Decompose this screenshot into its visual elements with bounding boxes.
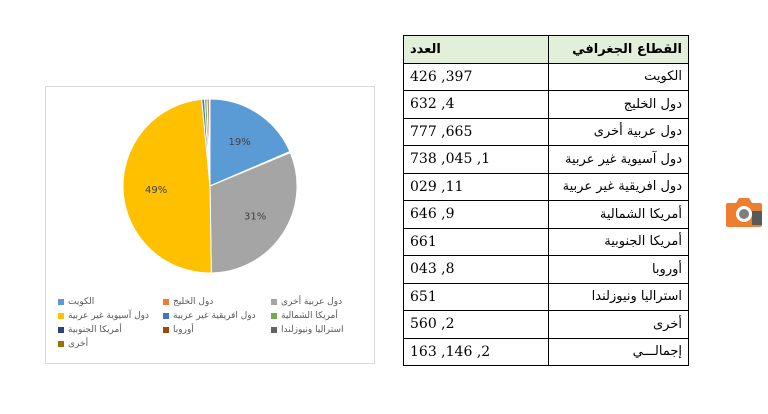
- pie-data-label: 31%: [244, 212, 266, 223]
- region-cell: دول الخليج: [548, 90, 689, 119]
- table-row: الكويت 397, 426: [403, 62, 689, 91]
- region-cell: استراليا ونيوزلندا: [548, 282, 689, 311]
- legend-label: أمريكا الشمالية: [281, 311, 338, 321]
- legend-item-north-america: أمريكا الشمالية: [271, 311, 338, 321]
- header-count: العدد: [403, 35, 549, 64]
- legend-swatch: [271, 313, 277, 319]
- table-total-row: إجمالـــي 2, 146, 163: [403, 337, 689, 366]
- region-cell: إجمالـــي: [548, 337, 689, 366]
- legend-label: أخرى: [68, 339, 89, 349]
- chart-legend: الكويت دول الخليج دول عربية أخرى دول آسي…: [58, 295, 368, 351]
- region-cell: أوروبا: [548, 255, 689, 284]
- legend-row: دول آسيوية غير عربية دول افريقية غير عرب…: [58, 309, 368, 323]
- legend-label: دول عربية أخرى: [281, 297, 343, 307]
- region-cell: أمريكا الشمالية: [548, 200, 689, 229]
- count-cell: 661: [403, 227, 549, 256]
- region-cell: دول افريقية غير عربية: [548, 172, 689, 201]
- table-row: أمريكا الجنوبية 661: [403, 227, 689, 256]
- pie-slice: [209, 98, 291, 187]
- table-row: دول عربية أخرى 665, 777: [403, 117, 689, 146]
- legend-item-australia: استراليا ونيوزلندا: [271, 325, 344, 335]
- legend-label: دول آسيوية غير عربية: [68, 311, 149, 321]
- legend-label: أمريكا الجنوبية: [68, 325, 122, 335]
- count-cell: 397, 426: [403, 62, 549, 91]
- region-cell: الكويت: [548, 62, 689, 91]
- legend-swatch: [163, 327, 169, 333]
- pie-chart: 19% 31% 49% الكويت دول الخليج دول عربية أخ…: [45, 86, 375, 364]
- count-cell: 651: [403, 282, 549, 311]
- table-row: دول آسيوية غير عربية 1, 045, 738: [403, 145, 689, 174]
- pie-slice: [208, 98, 211, 187]
- legend-label: دول الخليج: [173, 297, 214, 307]
- count-cell: 4, 632: [403, 90, 549, 119]
- region-cell: أخرى: [548, 310, 689, 339]
- table-row: استراليا ونيوزلندا 651: [403, 282, 689, 311]
- legend-swatch: [163, 299, 169, 305]
- legend-item-other-arab: دول عربية أخرى: [271, 297, 342, 307]
- legend-swatch: [271, 299, 277, 305]
- legend-label: استراليا ونيوزلندا: [281, 325, 344, 335]
- table-row: أوروبا 8, 043: [403, 255, 689, 284]
- legend-item-south-america: أمريكا الجنوبية: [58, 325, 163, 335]
- legend-item-gulf: دول الخليج: [163, 297, 271, 307]
- table-header-row: القطاع الجغرافي العدد: [403, 35, 689, 64]
- legend-row: الكويت دول الخليج دول عربية أخرى: [58, 295, 368, 309]
- pie-slice: [209, 151, 298, 274]
- legend-swatch: [58, 299, 64, 305]
- count-cell: 8, 043: [403, 255, 549, 284]
- legend-label: دول افريقية غير عربية: [173, 311, 256, 321]
- legend-row: أمريكا الجنوبية أوروبا استراليا ونيوزلند…: [58, 323, 368, 337]
- region-cell: دول آسيوية غير عربية: [548, 145, 689, 174]
- count-cell: 2, 146, 163: [403, 337, 549, 366]
- legend-swatch: [58, 327, 64, 333]
- table-row: أمريكا الشمالية 9, 646: [403, 200, 689, 229]
- legend-item-europe: أوروبا: [163, 325, 271, 335]
- table-row: أخرى 2, 560: [403, 310, 689, 339]
- legend-label: أوروبا: [173, 325, 194, 335]
- legend-swatch: [58, 341, 64, 347]
- legend-item-asian: دول آسيوية غير عربية: [58, 311, 163, 321]
- legend-swatch: [163, 313, 169, 319]
- legend-item-kuwait: الكويت: [58, 297, 163, 307]
- camera-logo-icon: [724, 193, 764, 229]
- count-cell: 2, 560: [403, 310, 549, 339]
- legend-item-other: أخرى: [58, 339, 163, 349]
- geo-distribution-table: القطاع الجغرافي العدد الكويت 397, 426 دول…: [403, 35, 689, 366]
- legend-label: الكويت: [68, 297, 95, 307]
- pie-data-label: 49%: [145, 185, 167, 196]
- pie-slice: [122, 98, 212, 274]
- count-cell: 11, 029: [403, 172, 549, 201]
- region-cell: دول عربية أخرى: [548, 117, 689, 146]
- pie-data-label: 19%: [229, 137, 251, 148]
- legend-swatch: [58, 313, 64, 319]
- header-region: القطاع الجغرافي: [548, 35, 689, 64]
- legend-row: أخرى: [58, 337, 368, 351]
- legend-swatch: [271, 327, 277, 333]
- pie-chart-plot: 19% 31% 49%: [122, 98, 298, 274]
- count-cell: 665, 777: [403, 117, 549, 146]
- legend-item-african: دول افريقية غير عربية: [163, 311, 271, 321]
- table-row: دول الخليج 4, 632: [403, 90, 689, 119]
- region-cell: أمريكا الجنوبية: [548, 227, 689, 256]
- count-cell: 9, 646: [403, 200, 549, 229]
- count-cell: 1, 045, 738: [403, 145, 549, 174]
- table-row: دول افريقية غير عربية 11, 029: [403, 172, 689, 201]
